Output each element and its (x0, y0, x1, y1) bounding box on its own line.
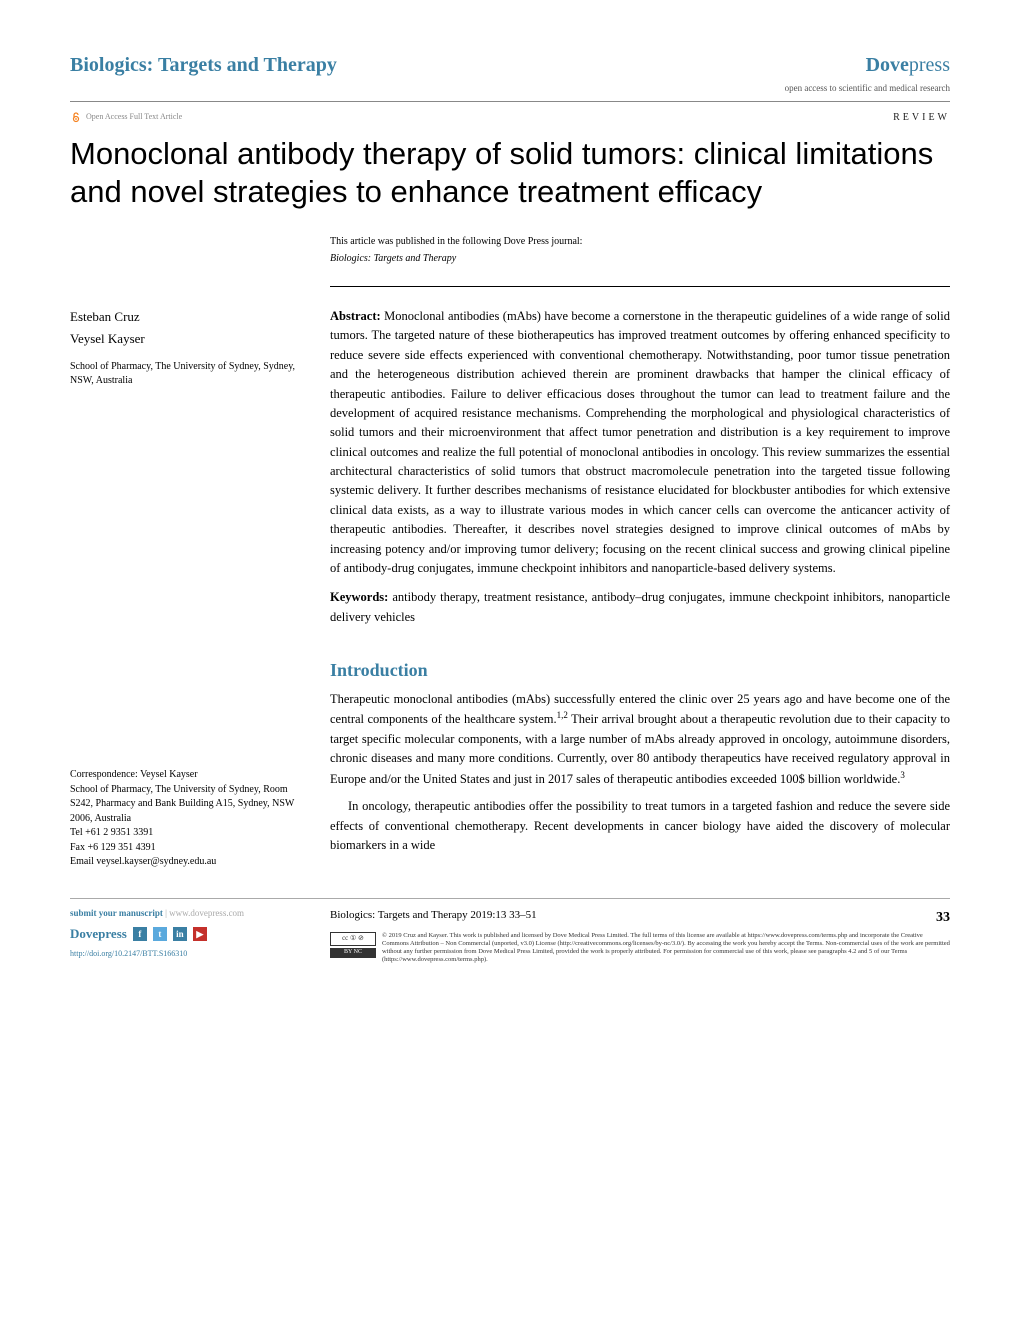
youtube-icon[interactable]: ▶ (193, 927, 207, 941)
journal-name: Biologics: Targets and Therapy (70, 50, 337, 80)
abstract: Abstract: Monoclonal antibodies (mAbs) h… (330, 307, 950, 578)
linkedin-icon[interactable]: in (173, 927, 187, 941)
keywords: Keywords: antibody therapy, treatment re… (330, 588, 950, 627)
publisher-logo: Dovepress (785, 50, 950, 80)
twitter-icon[interactable]: t (153, 927, 167, 941)
correspondence-label: Correspondence: Veysel Kayser (70, 768, 310, 783)
right-column: Abstract: Monoclonal antibodies (mAbs) h… (330, 307, 950, 870)
abstract-label: Abstract: (330, 309, 381, 323)
correspondence-fax: Fax +6 129 351 4391 (70, 841, 310, 856)
left-column: Esteban Cruz Veysel Kayser School of Pha… (70, 307, 310, 870)
correspondence-address: School of Pharmacy, The University of Sy… (70, 783, 310, 827)
publication-journal: Biologics: Targets and Therapy (330, 251, 950, 266)
citation-ref: 3 (900, 770, 905, 780)
meta-row: Open Access Full Text Article REVIEW (70, 110, 950, 125)
page-header: Biologics: Targets and Therapy Dovepress… (70, 50, 950, 96)
footer-publisher-logo: Dovepress f t in ▶ (70, 924, 310, 944)
correspondence-block: Correspondence: Veysel Kayser School of … (70, 768, 310, 870)
section-divider (330, 286, 950, 287)
correspondence-tel: Tel +61 2 9351 3391 (70, 826, 310, 841)
author-list: Esteban Cruz Veysel Kayser (70, 307, 310, 348)
divider (70, 101, 950, 102)
copyright-block: cc ① ⊘ BY NC © 2019 Cruz and Kayser. Thi… (330, 932, 950, 965)
cc-license-icon: cc ① ⊘ BY NC (330, 932, 376, 965)
correspondence-email: Email veysel.kayser@sydney.edu.au (70, 855, 310, 870)
page-footer: submit your manuscript | www.dovepress.c… (70, 898, 950, 965)
footer-right: Biologics: Targets and Therapy 2019:13 3… (330, 907, 950, 965)
intro-para-1: Therapeutic monoclonal antibodies (mAbs)… (330, 690, 950, 789)
citation-line: Biologics: Targets and Therapy 2019:13 3… (330, 907, 950, 928)
submit-manuscript-link[interactable]: submit your manuscript | www.dovepress.c… (70, 907, 310, 921)
open-access-label: Open Access Full Text Article (86, 111, 182, 123)
publication-note: This article was published in the follow… (330, 234, 950, 249)
article-title: Monoclonal antibody therapy of solid tum… (70, 135, 950, 213)
copyright-text: © 2019 Cruz and Kayser. This work is pub… (382, 932, 950, 965)
open-access-icon (70, 111, 82, 123)
content-grid: Esteban Cruz Veysel Kayser School of Pha… (70, 307, 950, 870)
open-access-badge: Open Access Full Text Article (70, 111, 182, 123)
facebook-icon[interactable]: f (133, 927, 147, 941)
doi-link[interactable]: http://doi.org/10.2147/BTT.S166310 (70, 948, 310, 960)
intro-heading: Introduction (330, 657, 950, 684)
citation-text: Biologics: Targets and Therapy 2019:13 3… (330, 907, 537, 928)
article-type: REVIEW (893, 110, 950, 125)
publisher-tagline: open access to scientific and medical re… (785, 82, 950, 96)
publisher-block: Dovepress open access to scientific and … (785, 50, 950, 96)
affiliation: School of Pharmacy, The University of Sy… (70, 360, 310, 388)
keywords-text: antibody therapy, treatment resistance, … (330, 590, 950, 623)
citation-ref: 1,2 (557, 710, 568, 720)
author: Esteban Cruz (70, 307, 310, 327)
footer-left: submit your manuscript | www.dovepress.c… (70, 907, 310, 965)
page-number: 33 (936, 907, 950, 928)
intro-para-2: In oncology, therapeutic antibodies offe… (330, 797, 950, 855)
keywords-label: Keywords: (330, 590, 388, 604)
abstract-text: Monoclonal antibodies (mAbs) have become… (330, 309, 950, 575)
author: Veysel Kayser (70, 329, 310, 349)
